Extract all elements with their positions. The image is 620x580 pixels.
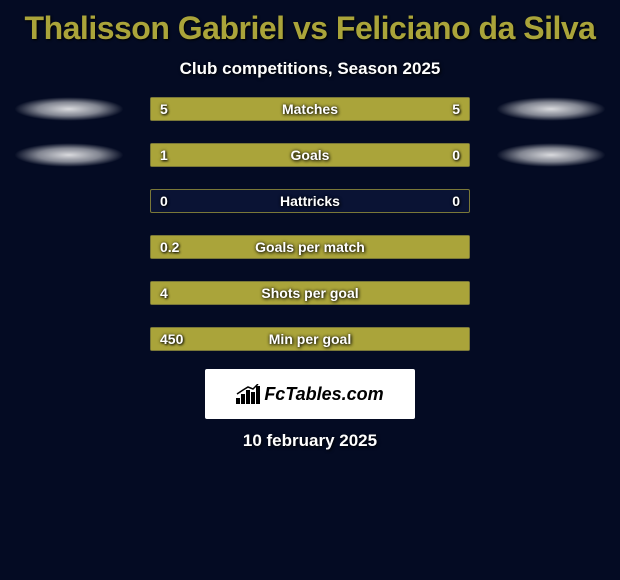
- stat-label: Matches: [282, 101, 338, 117]
- dot-shadow-right: [496, 97, 606, 121]
- logo-text: FcTables.com: [264, 384, 383, 405]
- stat-value-left: 5: [160, 101, 168, 117]
- subtitle: Club competitions, Season 2025: [0, 53, 620, 97]
- stat-label: Shots per goal: [261, 285, 358, 301]
- stat-row: 1 0 Goals: [10, 143, 610, 167]
- date-label: 10 february 2025: [0, 419, 620, 463]
- stats-container: 5 5 Matches 1 0 Goals 0 0 Hattricks 0.2 Goals per …: [0, 97, 620, 351]
- stat-value-right: 0: [452, 147, 460, 163]
- stat-label: Goals: [291, 147, 330, 163]
- stat-value-left: 0: [160, 193, 168, 209]
- stat-row: 4 Shots per goal: [10, 281, 610, 305]
- stat-label: Min per goal: [269, 331, 351, 347]
- bar-fill-left: [151, 144, 396, 166]
- chart-icon: [236, 384, 260, 404]
- stat-row: 5 5 Matches: [10, 97, 610, 121]
- dot-shadow-left: [14, 143, 124, 167]
- stat-label: Goals per match: [255, 239, 365, 255]
- stat-value-left: 0.2: [160, 239, 179, 255]
- stat-value-right: 5: [452, 101, 460, 117]
- stat-row: 450 Min per goal: [10, 327, 610, 351]
- stat-value-left: 4: [160, 285, 168, 301]
- stat-value-right: 0: [452, 193, 460, 209]
- stat-value-left: 1: [160, 147, 168, 163]
- dot-shadow-right: [496, 143, 606, 167]
- footer-logo[interactable]: FcTables.com: [205, 369, 415, 419]
- stat-row: 0 0 Hattricks: [10, 189, 610, 213]
- stat-label: Hattricks: [280, 193, 340, 209]
- stat-row: 0.2 Goals per match: [10, 235, 610, 259]
- dot-shadow-left: [14, 97, 124, 121]
- stat-value-left: 450: [160, 331, 183, 347]
- page-title: Thalisson Gabriel vs Feliciano da Silva: [0, 0, 620, 53]
